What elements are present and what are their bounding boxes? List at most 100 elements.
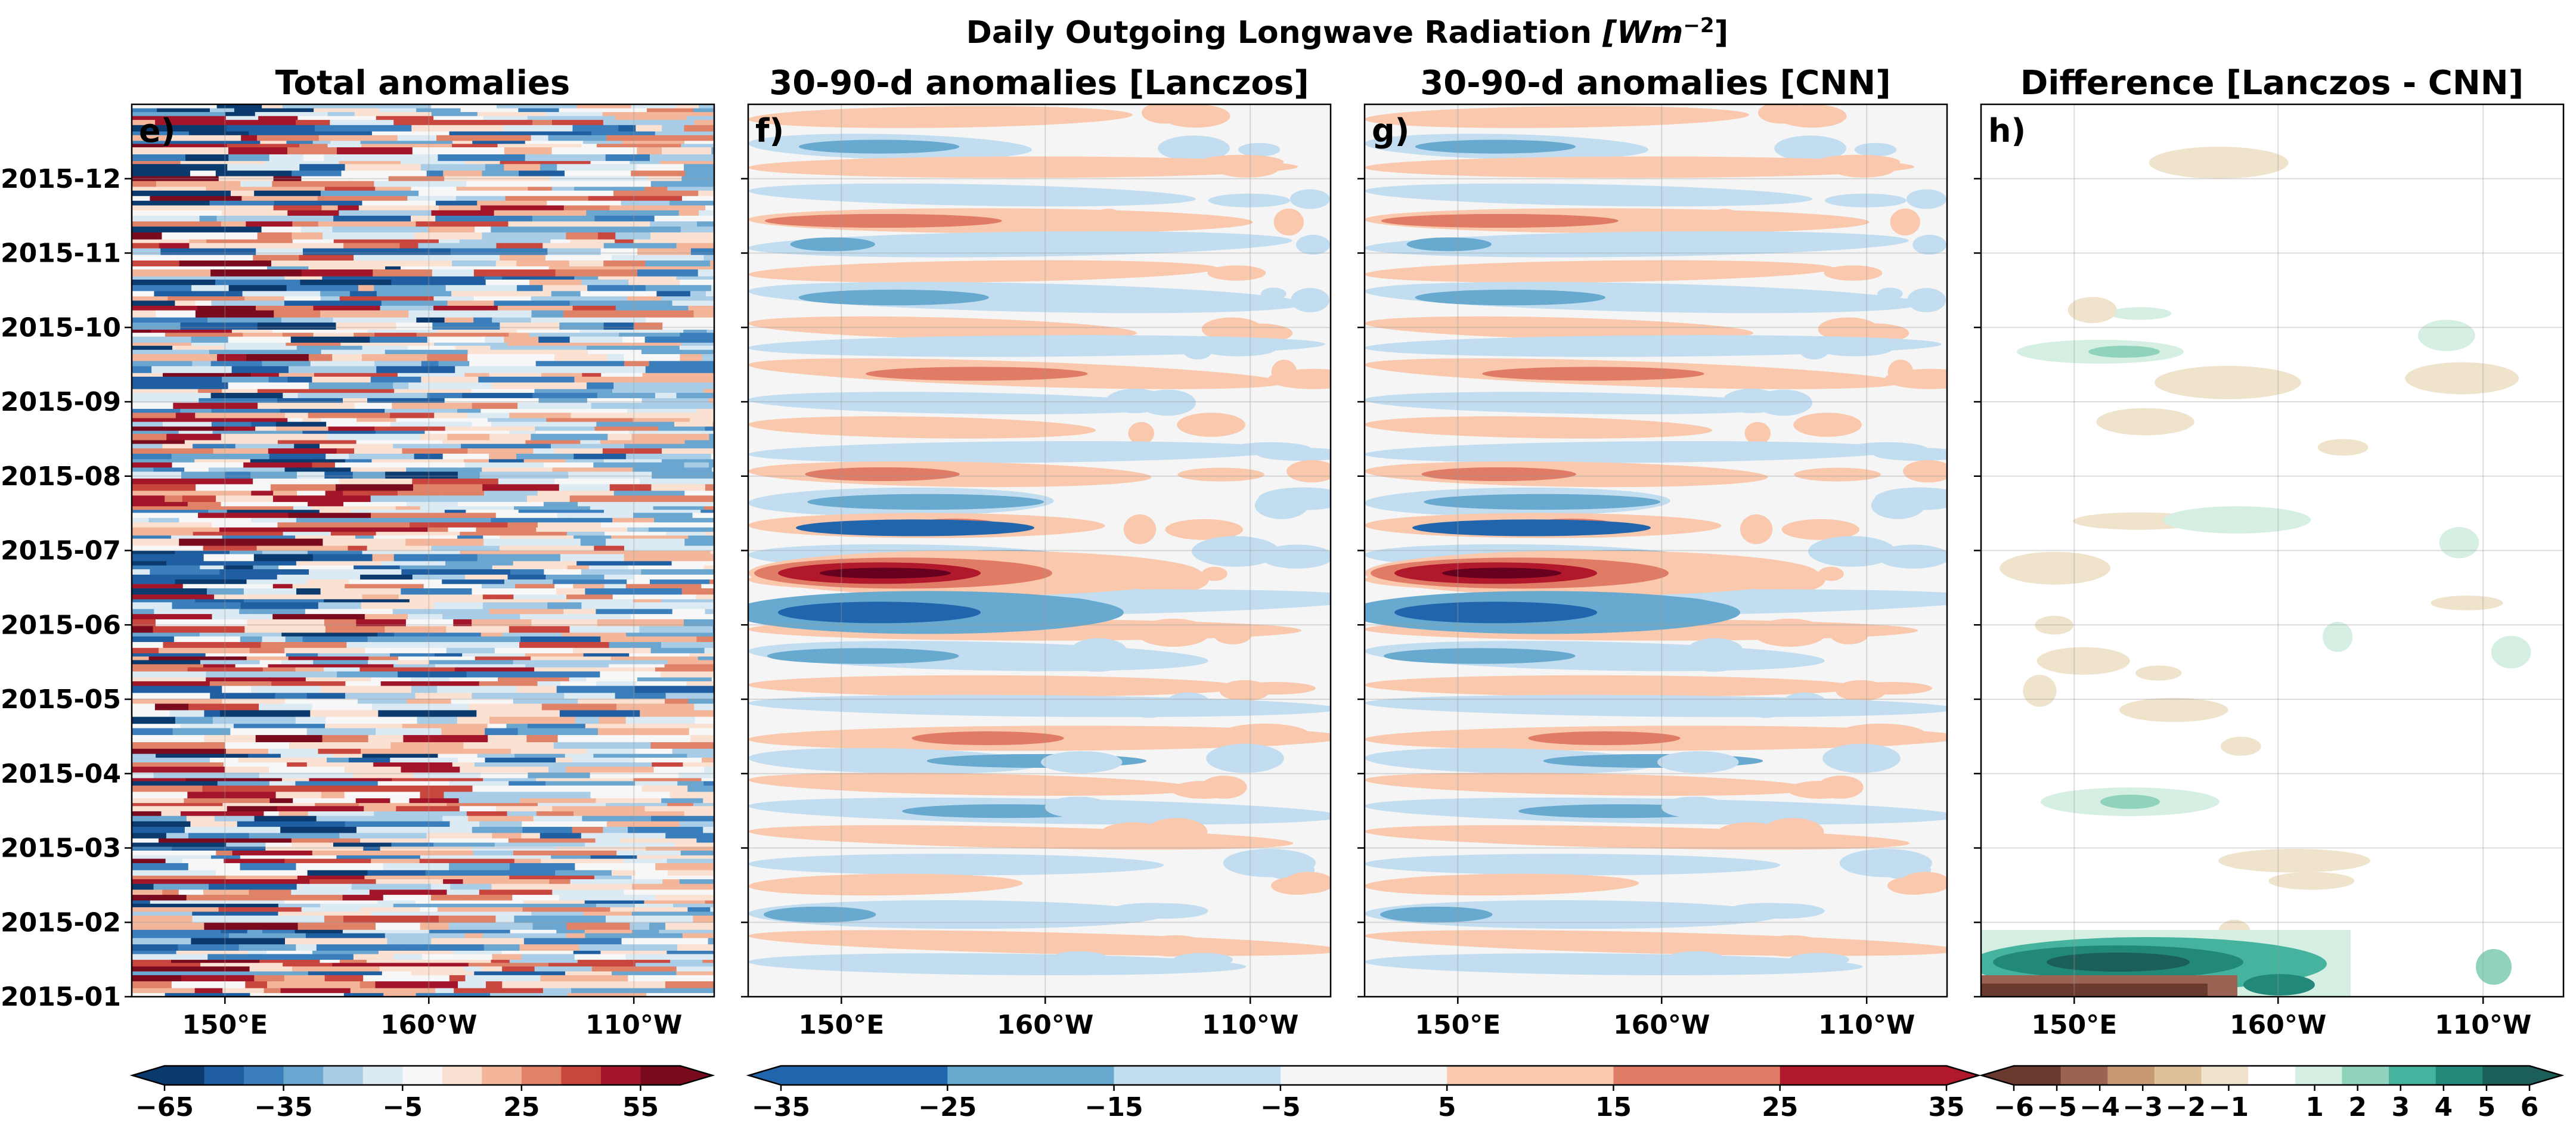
colorbar-segment — [2482, 1066, 2530, 1085]
anomaly-cell — [595, 838, 621, 844]
anomaly-cell — [132, 933, 230, 939]
anomaly-cell — [132, 522, 213, 528]
anomaly-cell — [349, 291, 377, 297]
anomaly-cell — [531, 619, 598, 627]
anomaly-cell — [325, 626, 386, 634]
anomaly-cell — [192, 361, 212, 367]
anomaly-cell — [401, 767, 461, 773]
anomaly-cell — [445, 426, 536, 432]
anomaly-cell — [179, 538, 237, 547]
anomaly-cell — [469, 361, 537, 367]
anomaly-contour — [1873, 448, 1947, 461]
anomaly-cell — [570, 889, 625, 896]
anomaly-cell — [274, 200, 363, 206]
anomaly-cell — [350, 988, 436, 994]
anomaly-cell — [379, 104, 432, 109]
anomaly-contour — [1365, 900, 1780, 929]
anomaly-cell — [351, 462, 399, 469]
anomaly-cell — [469, 703, 543, 711]
anomaly-cell — [684, 125, 714, 132]
panel-e: e) 2015-012015-022015-032015-042015-0520… — [1, 103, 715, 1040]
anomaly-cell — [538, 336, 571, 343]
anomaly-contour — [1774, 135, 1846, 162]
anomaly-cell — [586, 677, 638, 682]
colorbar-extend-high — [2529, 1066, 2562, 1085]
anomaly-cell — [182, 803, 224, 807]
anomaly-cell — [172, 462, 244, 469]
anomaly-cell — [173, 636, 241, 643]
anomaly-cell — [396, 322, 433, 331]
anomaly-cell — [314, 261, 400, 267]
anomaly-cell — [189, 239, 207, 244]
anomaly-cell — [301, 907, 361, 913]
anomaly-cell — [212, 717, 296, 725]
anomaly-cell — [132, 772, 154, 779]
anomaly-cell — [312, 462, 336, 469]
anomaly-cell — [688, 535, 714, 539]
anomaly-cell — [132, 444, 163, 449]
anomaly-cell — [540, 164, 558, 172]
anomaly-cell — [132, 561, 167, 566]
anomaly-contour — [1762, 935, 1822, 954]
anomaly-cell — [132, 609, 155, 615]
anomaly-cell — [573, 584, 605, 589]
anomaly-cell — [442, 579, 505, 585]
anomaly-cell — [431, 883, 451, 891]
anomaly-cell — [492, 954, 522, 961]
colorbar-segment — [2248, 1066, 2296, 1085]
anomaly-cell — [513, 561, 578, 566]
anomaly-cell — [225, 875, 298, 880]
anomaly-cell — [132, 642, 164, 649]
anomaly-cell — [207, 954, 260, 961]
anomaly-cell — [659, 929, 714, 934]
anomaly-cell — [713, 336, 714, 343]
anomaly-cell — [159, 838, 233, 844]
anomaly-cell — [420, 154, 439, 162]
anomaly-cell — [199, 632, 283, 637]
anomaly-cell — [319, 255, 355, 262]
anomaly-cell — [501, 950, 574, 955]
anomaly-cell — [272, 614, 365, 620]
anomaly-cell — [633, 239, 714, 244]
anomaly-cell — [516, 855, 552, 860]
anomaly-cell — [477, 200, 548, 206]
anomaly-cell — [236, 538, 324, 547]
anomaly-cell — [343, 243, 401, 249]
anomaly-cell — [380, 681, 480, 687]
anomaly-cell — [313, 333, 355, 337]
anomaly-cell — [277, 440, 357, 445]
anomaly-cell — [204, 735, 256, 743]
anomaly-contour — [866, 367, 1088, 381]
y-tick-label: 2015-08 — [1, 461, 121, 492]
anomaly-cell — [472, 421, 492, 427]
anomaly-cell — [374, 811, 467, 817]
anomaly-cell — [314, 108, 380, 113]
anomaly-cell — [579, 330, 615, 334]
anomaly-cell — [680, 227, 714, 233]
anomaly-cell — [665, 699, 689, 705]
anomaly-cell — [132, 565, 201, 570]
anomaly-cell — [132, 421, 163, 427]
anomaly-cell — [287, 147, 337, 155]
anomaly-cell — [411, 971, 475, 976]
anomaly-cell — [392, 963, 469, 967]
colorbar-extend-low — [132, 1066, 165, 1085]
anomaly-cell — [211, 300, 242, 306]
anomaly-cell — [179, 517, 252, 523]
anomaly-cell — [216, 850, 233, 856]
anomaly-cell — [529, 333, 620, 337]
anomaly-cell — [509, 875, 595, 880]
anomaly-contour — [1854, 142, 1897, 157]
anomaly-cell — [520, 614, 575, 620]
anomaly-cell — [182, 858, 225, 864]
anomaly-cell — [654, 215, 714, 222]
anomaly-cell — [420, 506, 515, 511]
anomaly-cell — [504, 147, 553, 155]
anomaly-cell — [319, 510, 352, 514]
anomaly-cell — [249, 833, 340, 839]
anomaly-cell — [684, 538, 714, 547]
anomaly-contour — [1044, 796, 1111, 818]
anomaly-cell — [598, 232, 616, 240]
anomaly-cell — [629, 653, 690, 658]
anomaly-cell — [297, 922, 376, 931]
